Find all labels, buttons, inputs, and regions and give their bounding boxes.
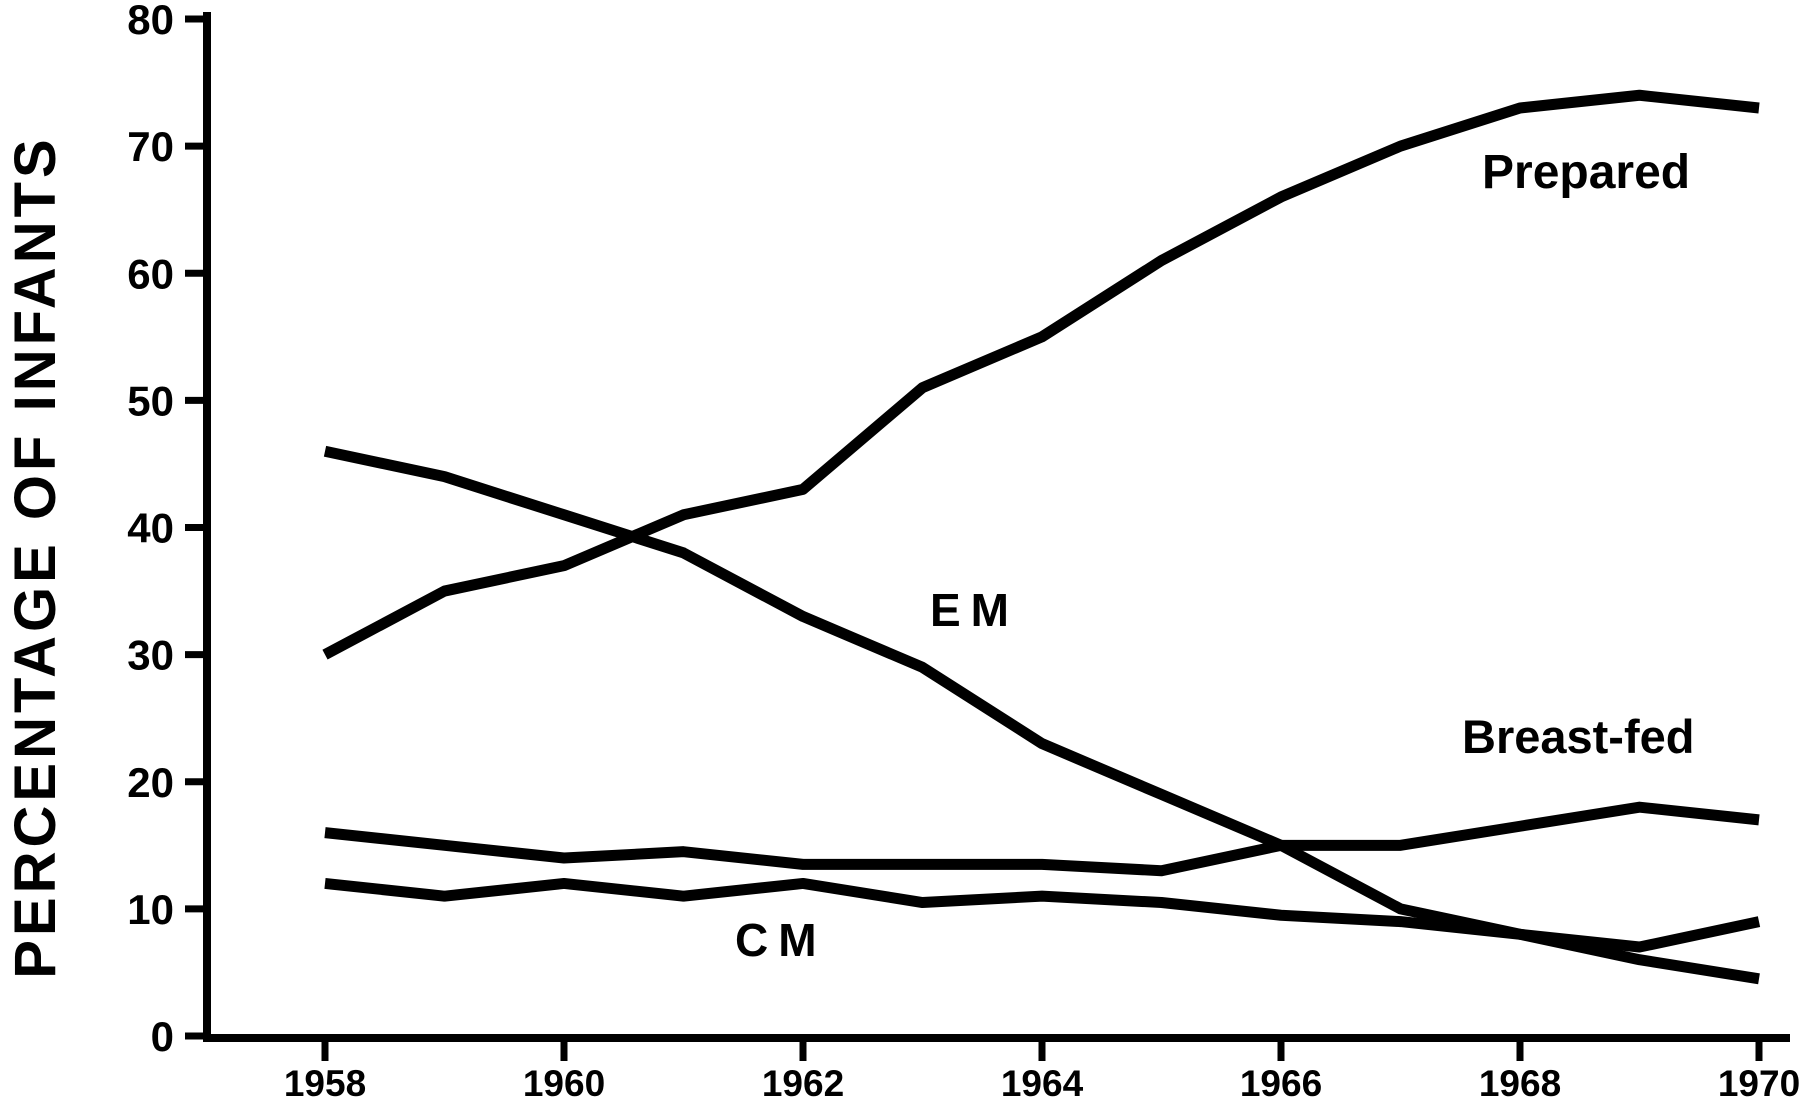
x-tick-label: 1968 [1479, 1063, 1561, 1102]
x-tick-label: 1964 [1001, 1063, 1084, 1102]
y-tick-label: 40 [127, 505, 174, 552]
y-tick-label: 50 [127, 377, 174, 424]
series-line-breast-fed [324, 801, 1760, 877]
y-tick-label: 30 [127, 632, 174, 679]
y-axis-title: PERCENTAGE OF INFANTS [3, 135, 68, 979]
series-label-cm: CM [735, 914, 827, 966]
y-tick-label: 60 [127, 250, 174, 297]
series-label-prepared: Prepared [1482, 146, 1691, 199]
series-label-breast-fed: Breast-fed [1462, 710, 1695, 763]
y-tick-label: 10 [127, 886, 174, 933]
x-tick-label: 1962 [762, 1063, 844, 1102]
series-line-cm [324, 877, 1761, 953]
x-tick-label: 1970 [1718, 1063, 1800, 1102]
x-tick-label: 1966 [1240, 1063, 1322, 1102]
y-tick-label: 0 [151, 1013, 174, 1060]
x-tick-label: 1958 [284, 1063, 366, 1102]
x-tick-label: 1960 [523, 1063, 605, 1102]
y-tick-label: 20 [127, 759, 174, 806]
series-line-prepared [322, 89, 1760, 660]
y-tick-label: 80 [127, 0, 174, 43]
series-label-em: EM [930, 584, 1019, 636]
y-tick-label: 70 [127, 123, 174, 170]
